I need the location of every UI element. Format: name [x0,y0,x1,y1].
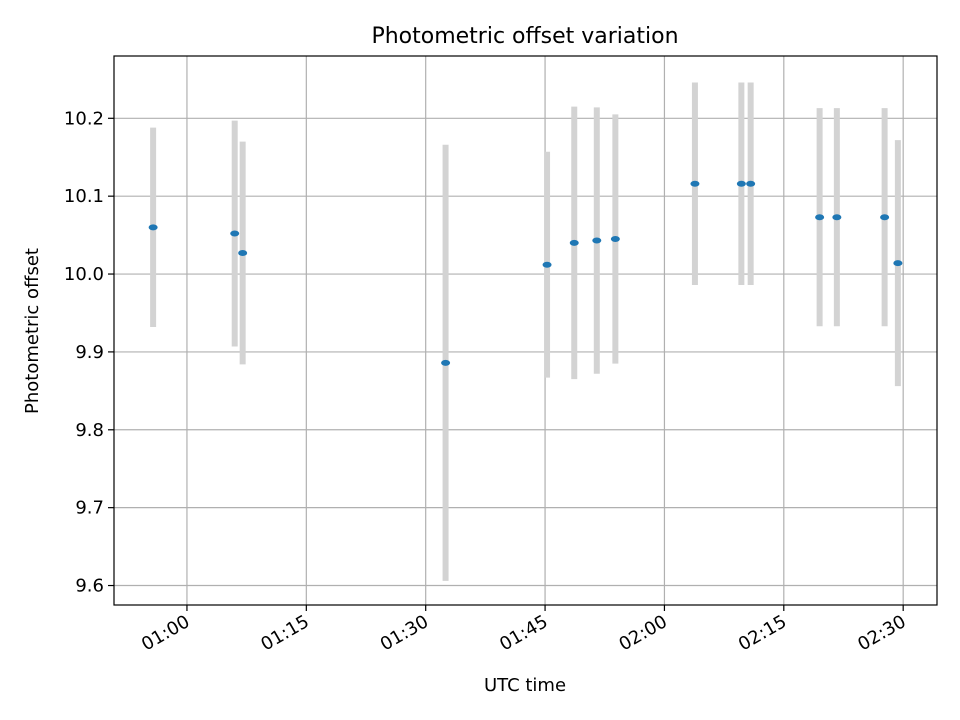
data-point [690,180,700,187]
x-tick-label: 02:15 [735,611,790,655]
x-axis-label: UTC time [484,675,566,696]
x-tick-label: 02:30 [854,611,909,655]
grid [114,56,937,605]
data-point [542,261,552,268]
y-tick-label: 9.9 [75,342,104,363]
plot-frame [113,55,938,606]
data-point [815,214,825,221]
data-points [148,180,903,366]
data-point [569,239,579,246]
y-tick-label: 9.7 [75,498,104,519]
data-point [832,214,842,221]
errorbars [150,82,901,581]
y-tick-label: 9.8 [75,420,104,441]
y-tick-label: 10.0 [64,264,104,285]
y-tick-label: 10.2 [64,108,104,129]
data-point [148,224,158,231]
x-tick-label: 01:45 [496,611,551,655]
data-point [880,214,890,221]
data-point [893,260,903,267]
data-point [746,180,756,187]
x-tick-label: 01:15 [257,611,312,655]
y-axis-label: Photometric offset [22,248,43,414]
y-tick-label: 9.6 [75,576,104,597]
data-point [441,359,451,366]
x-tick-label: 01:00 [138,611,193,655]
chart-title: Photometric offset variation [371,24,678,49]
data-point [230,230,240,237]
x-tick-label: 02:00 [616,611,671,655]
x-tick-label: 01:30 [377,611,432,655]
data-point [610,236,620,242]
data-point [736,180,746,187]
x-axis: 01:00 01:15 01:30 01:45 02:00 02:15 02:30 [138,605,910,655]
data-point [238,250,248,257]
data-point [592,237,602,244]
y-tick-label: 10.1 [64,186,104,207]
y-axis: 9.6 9.7 9.8 9.9 10.0 10.1 10.2 [64,108,114,597]
